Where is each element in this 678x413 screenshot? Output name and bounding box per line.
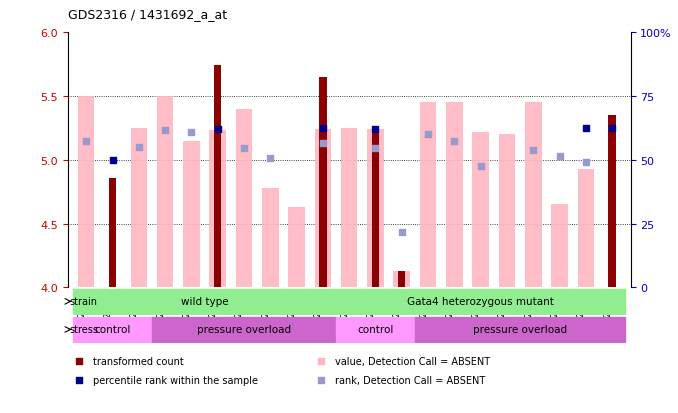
Point (449, 138, 460, 145)
Text: Gata4 heterozygous mutant: Gata4 heterozygous mutant (407, 297, 554, 306)
Text: percentile rank within the sample: percentile rank within the sample (93, 375, 258, 385)
Bar (498, 135, 515, 287)
Bar (157, 97, 174, 287)
Point (370, 126, 381, 133)
Point (107, 157, 118, 164)
Point (134, 144, 144, 151)
Text: control: control (94, 325, 131, 335)
Point (475, 164, 486, 170)
Text: GDS2316 / 1431692_a_at: GDS2316 / 1431692_a_at (68, 8, 227, 21)
FancyBboxPatch shape (336, 289, 625, 314)
Bar (372, 130, 379, 287)
Bar (525, 103, 542, 287)
FancyBboxPatch shape (415, 317, 625, 342)
Point (422, 132, 433, 138)
Bar (131, 128, 147, 287)
Bar (473, 132, 489, 287)
Bar (214, 66, 222, 287)
FancyBboxPatch shape (73, 289, 336, 314)
FancyBboxPatch shape (336, 317, 415, 342)
Bar (78, 97, 94, 287)
Point (607, 125, 618, 132)
Point (580, 125, 591, 132)
Bar (398, 271, 405, 287)
Point (212, 126, 223, 133)
Bar (210, 131, 226, 287)
Text: transformed count: transformed count (93, 356, 184, 366)
FancyBboxPatch shape (73, 317, 152, 342)
Bar (262, 188, 279, 287)
Bar (393, 271, 410, 287)
Bar (446, 103, 462, 287)
Bar (367, 130, 384, 287)
Point (370, 145, 381, 152)
Point (316, 377, 327, 384)
Point (397, 230, 407, 236)
Text: pressure overload: pressure overload (473, 325, 567, 335)
Bar (608, 116, 616, 287)
Point (316, 357, 327, 364)
Point (554, 153, 565, 160)
Bar (315, 130, 331, 287)
Bar (109, 178, 116, 287)
Text: rank, Detection Call = ABSENT: rank, Detection Call = ABSENT (335, 375, 485, 385)
Point (580, 159, 591, 166)
Bar (319, 78, 327, 287)
Bar (578, 169, 594, 287)
Point (186, 129, 197, 135)
Text: pressure overload: pressure overload (197, 325, 291, 335)
Point (527, 147, 538, 154)
Point (160, 128, 171, 134)
Bar (288, 207, 305, 287)
Text: strain: strain (69, 297, 97, 306)
Point (81, 138, 92, 145)
Text: wild type: wild type (181, 297, 228, 306)
Text: stress: stress (69, 325, 98, 335)
Bar (420, 103, 437, 287)
Bar (183, 141, 200, 287)
FancyBboxPatch shape (152, 317, 336, 342)
Bar (236, 109, 252, 287)
Point (317, 140, 328, 147)
Text: value, Detection Call = ABSENT: value, Detection Call = ABSENT (335, 356, 490, 366)
Point (265, 156, 276, 162)
Point (74, 357, 85, 364)
Bar (551, 205, 567, 287)
Point (317, 125, 328, 132)
Point (74, 377, 85, 384)
Bar (341, 128, 357, 287)
Text: control: control (357, 325, 394, 335)
Point (239, 145, 250, 152)
